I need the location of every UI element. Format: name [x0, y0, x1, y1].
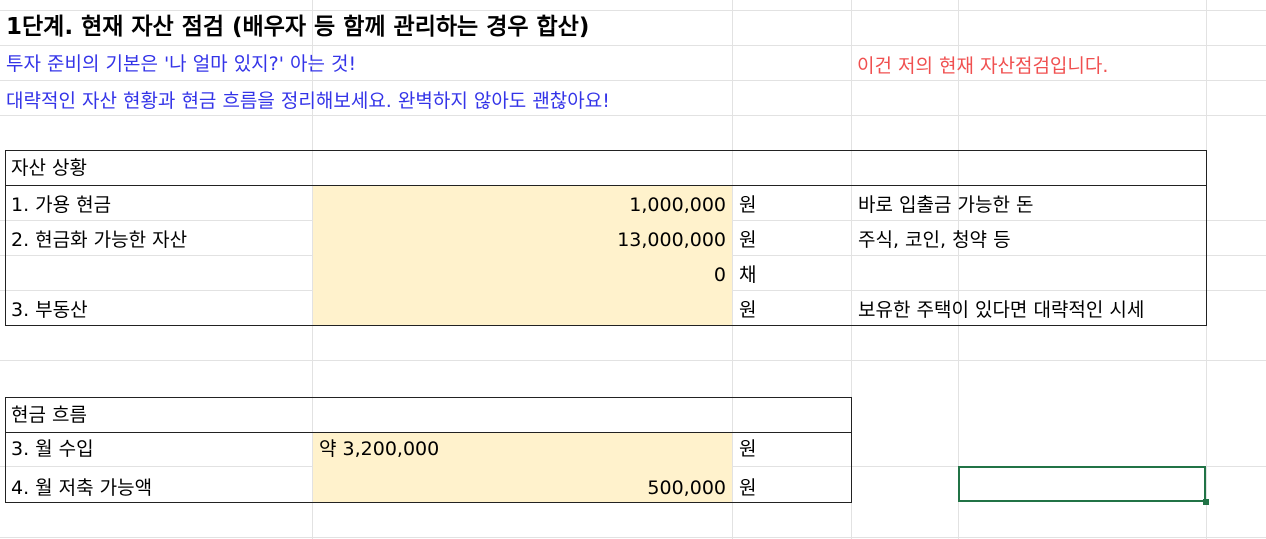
assets-table: [5, 150, 1207, 326]
asset-note: 바로 입출금 가능한 돈: [858, 194, 1034, 216]
gridline: [0, 360, 1266, 361]
gridline: [0, 10, 1266, 11]
cashflow-unit: 원: [739, 438, 757, 460]
assets-header[interactable]: 자산 상황: [11, 157, 87, 179]
cashflow-label[interactable]: 3. 월 수입: [11, 438, 94, 460]
cashflow-unit: 원: [739, 477, 757, 499]
gridline: [732, 0, 733, 539]
gridline: [958, 0, 959, 539]
cashflow-label[interactable]: 4. 월 저축 가능액: [11, 477, 153, 499]
selected-cell[interactable]: [958, 466, 1206, 502]
header-divider: [5, 185, 1207, 186]
asset-unit: 원: [739, 229, 757, 251]
asset-value[interactable]: [313, 293, 732, 328]
asset-unit: 원: [739, 299, 757, 321]
asset-label[interactable]: 2. 현금화 가능한 자산: [11, 229, 188, 251]
fill-handle[interactable]: [1203, 499, 1209, 505]
page-title: 1단계. 현재 자산 점검 (배우자 등 함께 관리하는 경우 합산): [6, 14, 590, 40]
gridline: [0, 537, 1266, 538]
input-fill-cashflow: [313, 432, 732, 502]
asset-label[interactable]: 3. 부동산: [11, 299, 88, 321]
asset-unit: 채: [739, 264, 757, 286]
input-fill-assets: [313, 186, 732, 325]
asset-value[interactable]: 1,000,000: [629, 194, 726, 216]
asset-value[interactable]: 13,000,000: [617, 229, 726, 251]
asset-note: 주식, 코인, 청약 등: [858, 229, 1011, 251]
subtitle-2: 대략적인 자산 현황과 현금 흐름을 정리해보세요. 완벽하지 않아도 괜찮아요…: [6, 90, 610, 112]
cashflow-header[interactable]: 현금 흐름: [11, 404, 87, 426]
gridline: [0, 80, 1266, 81]
asset-unit: 원: [739, 194, 757, 216]
author-note: 이건 저의 현재 자산점검입니다.: [857, 55, 1109, 77]
gridline: [312, 0, 313, 539]
cashflow-value[interactable]: 약 3,200,000: [319, 438, 440, 460]
gridline: [851, 0, 852, 539]
gridline: [0, 45, 1266, 46]
asset-label[interactable]: 1. 가용 현금: [11, 194, 112, 216]
asset-note: 보유한 주택이 있다면 대략적인 시세: [858, 299, 1145, 321]
gridline: [0, 115, 1266, 116]
header-divider: [5, 432, 852, 433]
subtitle-1: 투자 준비의 기본은 '나 얼마 있지?' 아는 것!: [6, 53, 357, 75]
cashflow-table: [5, 397, 852, 503]
cashflow-value[interactable]: 500,000: [647, 477, 726, 499]
asset-value[interactable]: 0: [713, 264, 726, 286]
